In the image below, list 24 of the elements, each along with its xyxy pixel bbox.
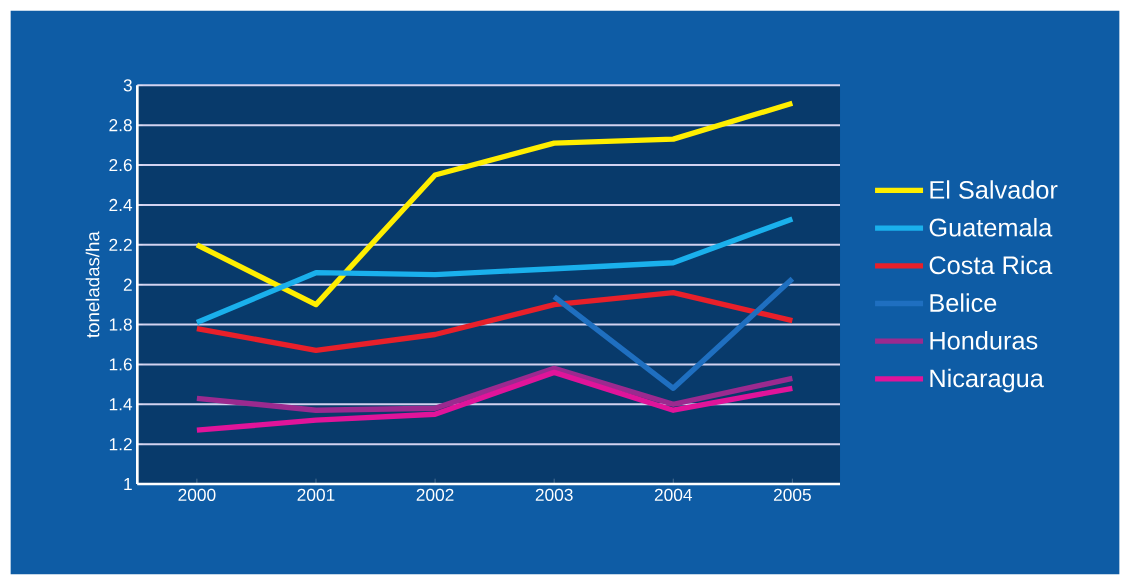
y-tick-label: 2.4 [109,198,133,211]
x-tick-label: 2000 [178,488,216,501]
legend-label: Nicaragua [930,368,1044,393]
y-tick-label: 1.6 [109,358,132,371]
x-tick-label: 2002 [416,488,454,501]
y-tick-label: 2 [123,278,132,291]
y-tick-label: 2.2 [109,238,132,251]
y-tick-label: 1.8 [109,318,132,331]
y-tick-label: 3 [123,79,132,92]
y-tick-label: 2.6 [109,158,132,172]
legend-label: Guatemala [929,217,1053,237]
x-tick-label: 2005 [773,488,811,501]
x-tick-label: 2003 [535,488,573,501]
x-tick-label: 2004 [654,488,693,501]
y-tick-label: 1 [124,478,132,490]
y-tick-label: 2.8 [109,119,132,132]
legend-label: El Salvador [930,180,1058,199]
y-tick-label: 1.2 [109,438,132,451]
legend-label: Honduras [930,331,1038,350]
y-tick-label: 1.4 [109,398,133,411]
legend-label: Belice [930,293,997,312]
x-tick-label: 2001 [297,488,335,501]
y-axis-title: toneladas/ha [85,231,100,338]
legend-label: Costa Rica [929,255,1053,275]
